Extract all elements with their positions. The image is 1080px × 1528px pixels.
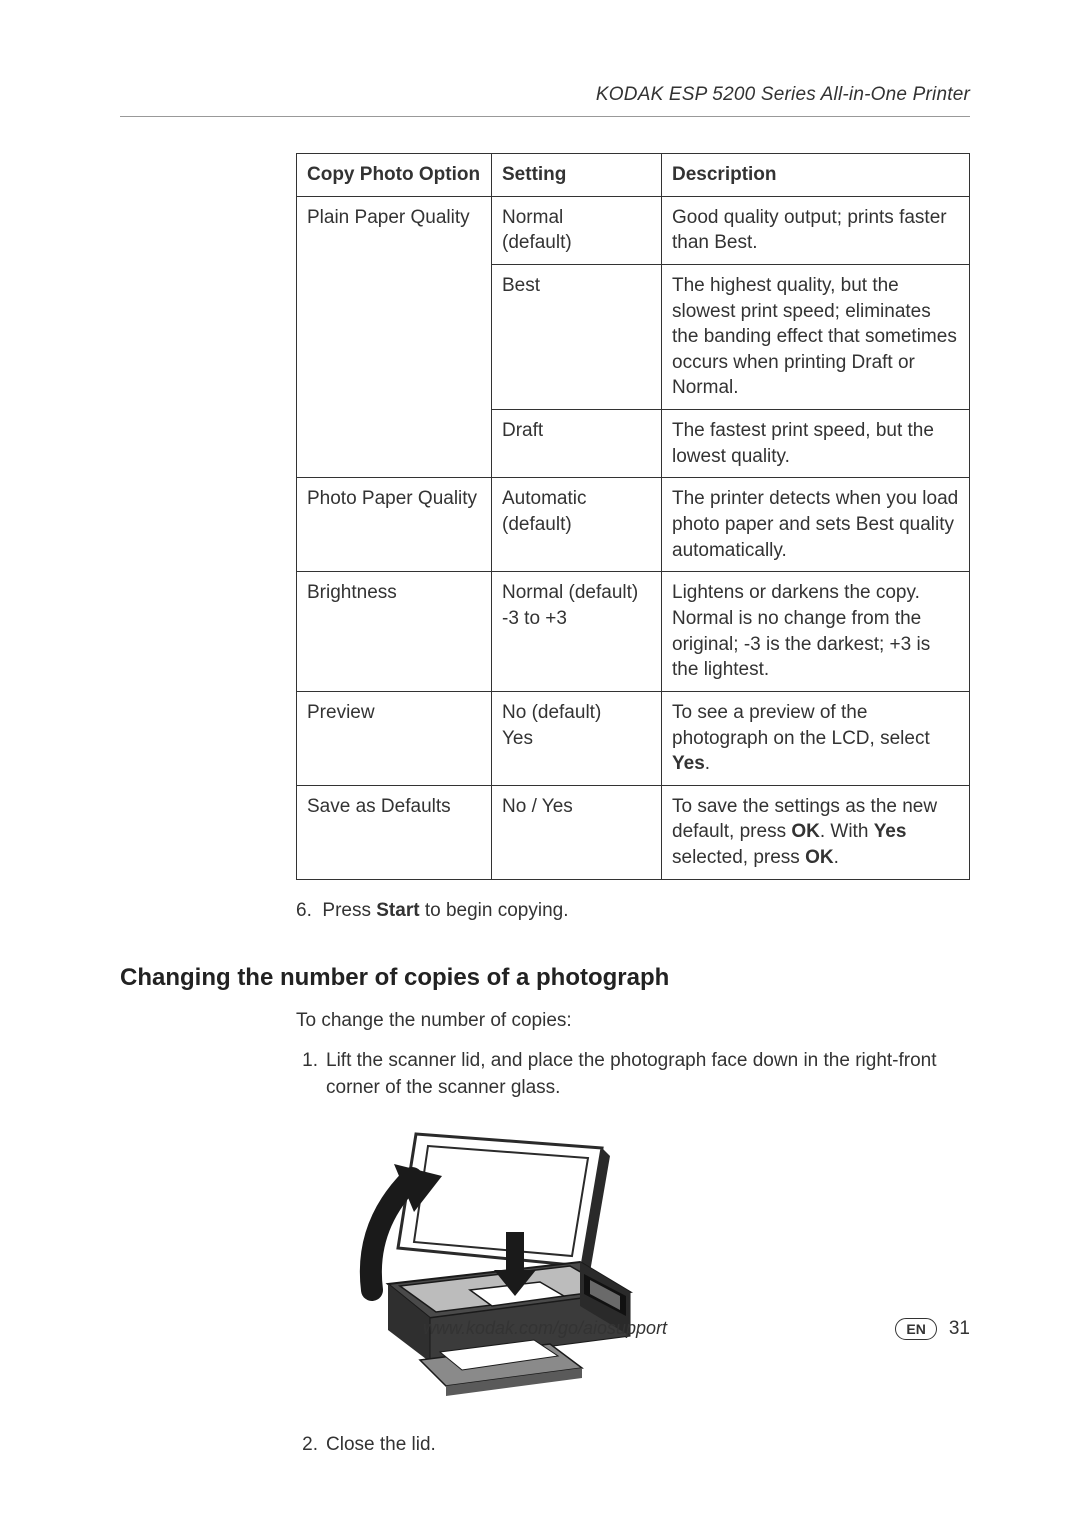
step-number: 2. [296, 1432, 318, 1459]
table-header-row: Copy Photo Option Setting Description [297, 154, 970, 197]
cell-option: Photo Paper Quality [297, 478, 492, 572]
page-footer: www.kodak.com/go/aiosupport EN 31 [120, 1318, 970, 1339]
step-text: Lift the scanner lid, and place the phot… [326, 1050, 937, 1098]
cell-option: Plain Paper Quality [297, 196, 492, 478]
cell-setting: Best [492, 264, 662, 409]
section-intro: To change the number of copies: [296, 1010, 970, 1032]
cell-setting: Normal (default)-3 to +3 [492, 572, 662, 692]
cell-description: The printer detects when you load photo … [662, 478, 970, 572]
cell-description: The fastest print speed, but the lowest … [662, 410, 970, 478]
cell-setting: Automatic(default) [492, 478, 662, 572]
table-row: Photo Paper Quality Automatic(default) T… [297, 478, 970, 572]
cell-option: Preview [297, 691, 492, 785]
table-row: Brightness Normal (default)-3 to +3 Ligh… [297, 572, 970, 692]
cell-description: Lightens or darkens the copy. Normal is … [662, 572, 970, 692]
cell-setting: No (default)Yes [492, 691, 662, 785]
section-heading: Changing the number of copies of a photo… [120, 964, 970, 992]
cell-setting: No / Yes [492, 785, 662, 879]
cell-option: Brightness [297, 572, 492, 692]
step-2: 2. Close the lid. [296, 1432, 970, 1459]
cell-description: Good quality output; prints faster than … [662, 196, 970, 264]
th-description: Description [662, 154, 970, 197]
cell-setting: Draft [492, 410, 662, 478]
cell-description: To see a preview of the photograph on th… [662, 691, 970, 785]
footer-url: www.kodak.com/go/aiosupport [120, 1318, 970, 1339]
table-row: Preview No (default)Yes To see a preview… [297, 691, 970, 785]
th-setting: Setting [492, 154, 662, 197]
step-6: 6. Press Start to begin copying. [296, 898, 970, 925]
table-row: Save as Defaults No / Yes To save the se… [297, 785, 970, 879]
page-number: 31 [949, 1318, 970, 1340]
th-option: Copy Photo Option [297, 154, 492, 197]
language-badge: EN [895, 1318, 936, 1340]
copy-photo-options-table: Copy Photo Option Setting Description Pl… [296, 153, 970, 880]
cell-setting: Normal(default) [492, 196, 662, 264]
page-header: KODAK ESP 5200 Series All-in-One Printer [120, 84, 970, 117]
step-1: 1. Lift the scanner lid, and place the ph… [296, 1048, 970, 1101]
step-text: Close the lid. [326, 1434, 436, 1455]
printer-illustration [334, 1116, 654, 1406]
cell-description: To save the settings as the new default,… [662, 785, 970, 879]
cell-option: Save as Defaults [297, 785, 492, 879]
scanner-lid-icon [398, 1134, 610, 1272]
cell-description: The highest quality, but the slowest pri… [662, 264, 970, 409]
step-number: 1. [296, 1048, 318, 1075]
table-row: Plain Paper Quality Normal(default) Good… [297, 196, 970, 264]
